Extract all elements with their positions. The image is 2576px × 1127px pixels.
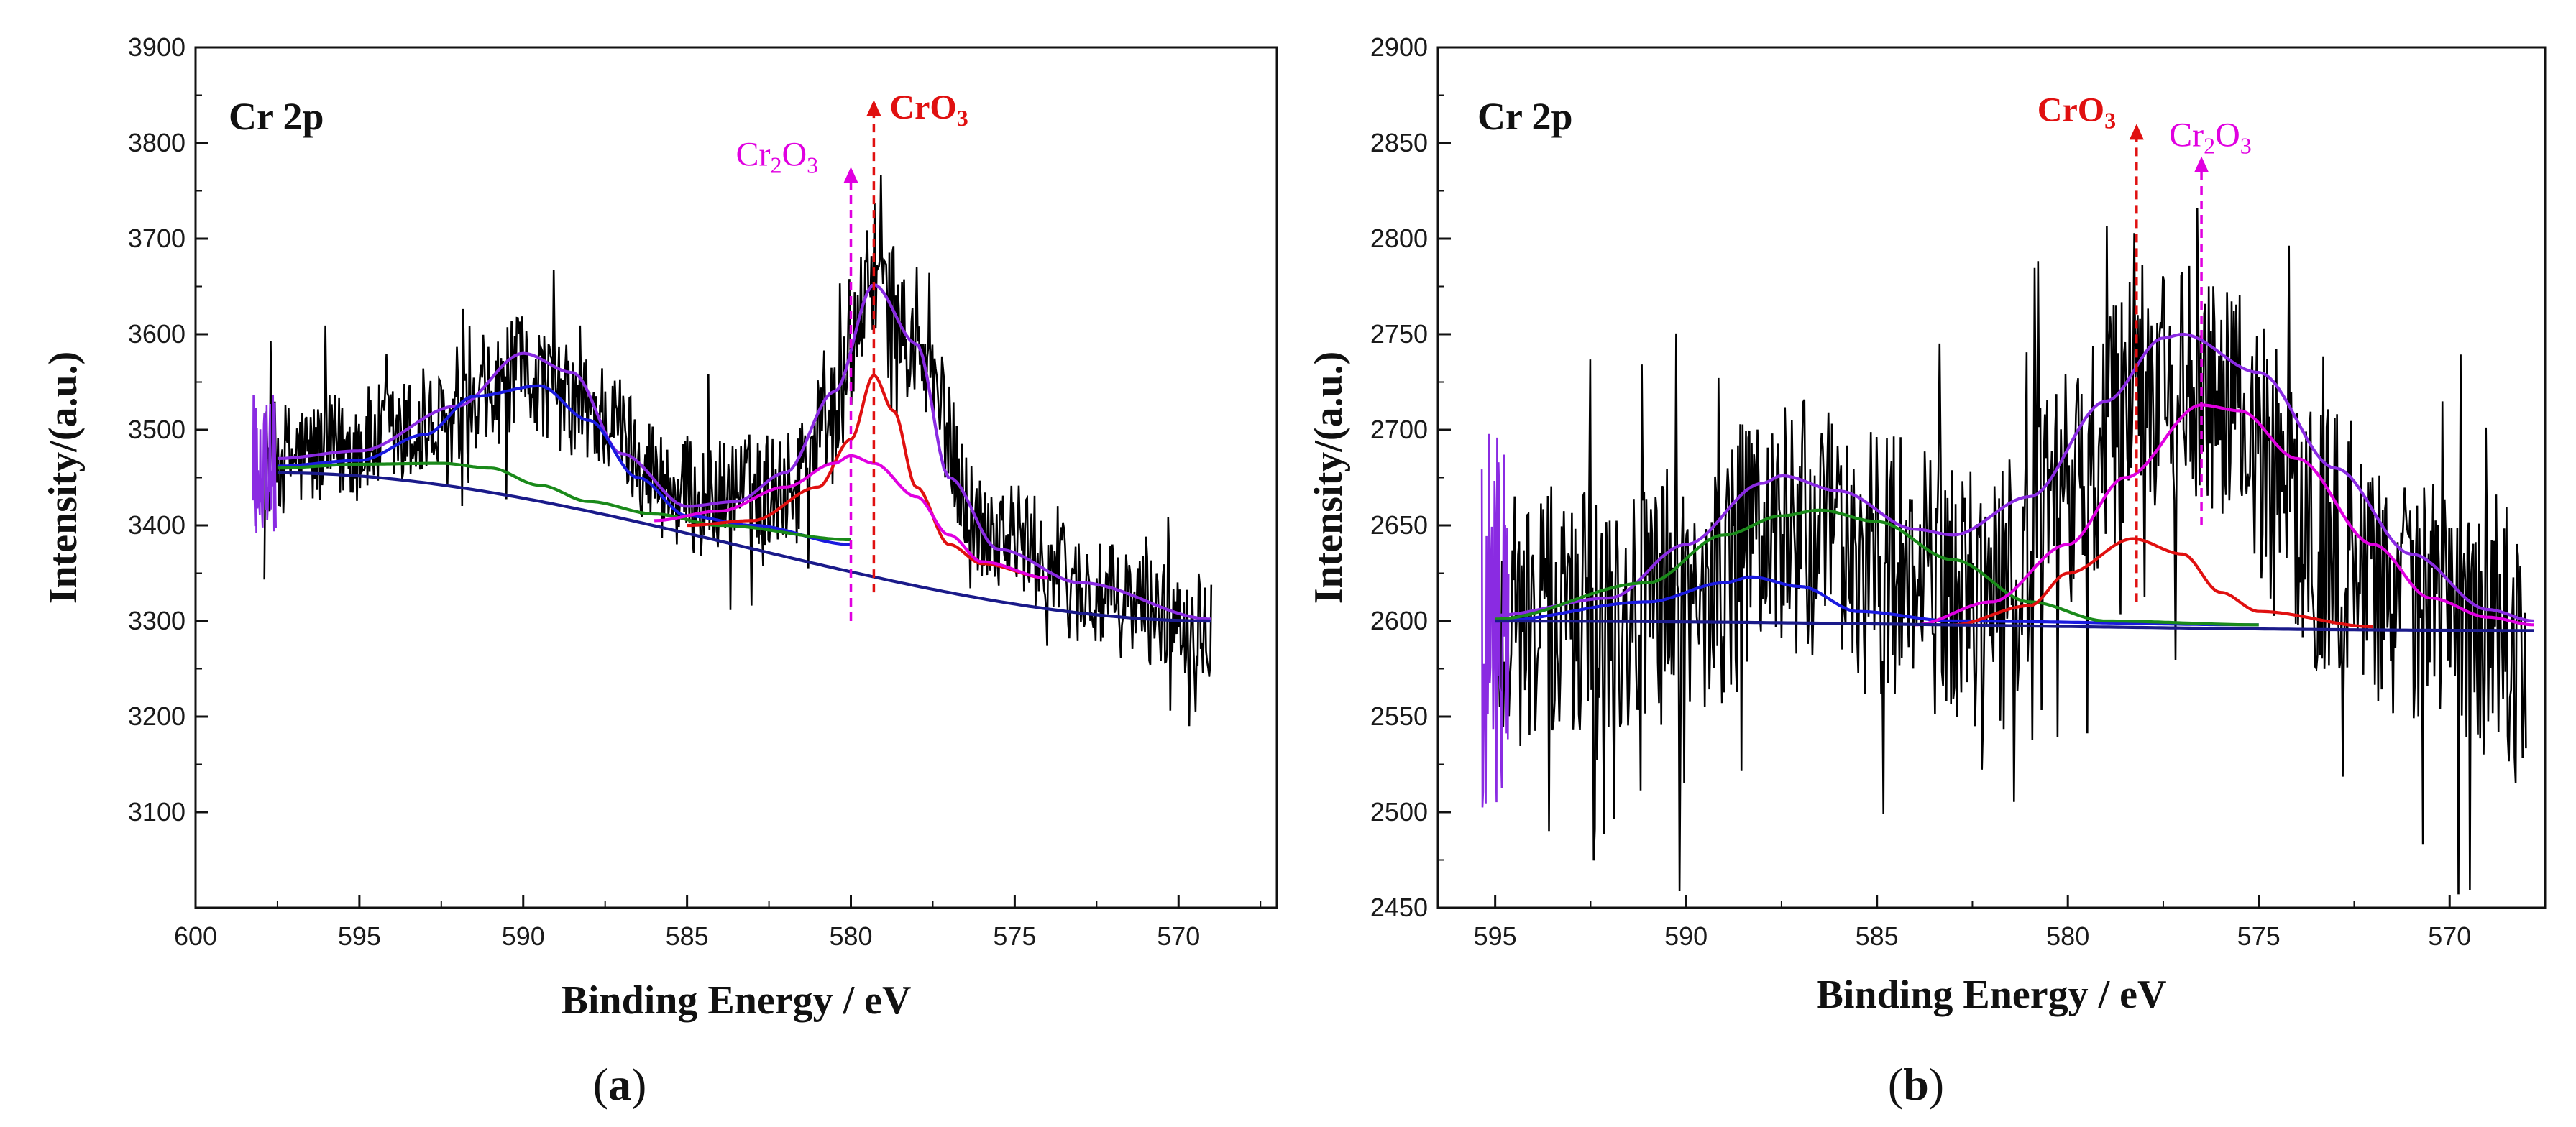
annotation-label: CrO3 [2038, 91, 2116, 133]
plot-title-a: Cr 2p [229, 95, 324, 138]
raw-spectrum-line [1494, 208, 2527, 895]
fit-line-envelope [1495, 332, 2534, 623]
x-axis-b: 595 590 585 580 575 570 [1474, 895, 2471, 951]
x-tick-label: 595 [338, 921, 381, 951]
y-tick-label: 3700 [128, 224, 185, 253]
y-tick-label: 3600 [128, 319, 185, 349]
y-axis-label-a: Intensity/(a.u.) [41, 351, 86, 604]
x-tick-label: 575 [993, 921, 1036, 951]
panel-caption-b: (b) [1888, 1059, 1944, 1110]
annotations-a: CrO3 Cr2O3 [736, 88, 968, 621]
annotation-label: Cr2O3 [736, 135, 819, 178]
y-tick-label: 2450 [1370, 893, 1428, 922]
x-tick-label: 590 [502, 921, 545, 951]
x-tick-label: 570 [2428, 921, 2471, 951]
series-group-a [252, 175, 1213, 727]
panel-letter-b: b [1903, 1059, 1929, 1110]
x-tick-label: 580 [2046, 921, 2089, 951]
y-tick-label: 2800 [1370, 224, 1428, 253]
fit-line-cr2p1-2-component [277, 384, 851, 546]
x-tick-label: 575 [2237, 921, 2281, 951]
fit-line-cro3-component [1953, 537, 2373, 629]
series-group-b [1480, 208, 2534, 895]
annotation-arrow-head [2129, 124, 2144, 140]
y-tick-label: 2850 [1370, 128, 1428, 157]
y-tick-label: 2500 [1370, 797, 1428, 827]
y-tick-label: 3500 [128, 415, 185, 444]
panel-caption-a: (a) [593, 1059, 647, 1110]
x-tick-label: 585 [1856, 921, 1899, 951]
annotation-label: CrO3 [889, 88, 968, 131]
x-tick-label: 595 [1474, 921, 1517, 951]
annotation-label: Cr2O3 [2169, 116, 2252, 159]
x-tick-label: 585 [666, 921, 709, 951]
spectrum-edge-line [1480, 433, 1510, 808]
y-axis-a: 3100 3200 3300 3400 3500 3600 3700 3800 3900 [128, 32, 208, 827]
y-tick-label: 3900 [128, 32, 185, 62]
y-tick-label: 3400 [128, 510, 185, 540]
fit-line-cr2p1-2-component [1495, 575, 2259, 627]
annotation-arrow-head [843, 167, 858, 183]
y-tick-label: 2550 [1370, 702, 1428, 731]
fit-line-background [277, 471, 1211, 623]
y-tick-label: 3200 [128, 702, 185, 731]
y-tick-label: 2750 [1370, 319, 1428, 349]
x-tick-label: 590 [1664, 921, 1708, 951]
annotation-arrow-head [866, 100, 881, 116]
annotations-b: CrO3 Cr2O3 [2038, 91, 2252, 602]
x-axis-label-b: Binding Energy / eV [1817, 972, 2167, 1017]
y-tick-label: 2600 [1370, 606, 1428, 635]
y-axis-label-b: Intensity/(a.u.) [1306, 351, 1351, 604]
fit-line-envelope [277, 283, 1211, 621]
panel-letter-a: a [608, 1059, 631, 1110]
y-tick-label: 2650 [1370, 510, 1428, 540]
x-tick-label: 570 [1157, 921, 1200, 951]
x-tick-label: 600 [174, 921, 217, 951]
y-tick-label: 3100 [128, 797, 185, 827]
plot-title-b: Cr 2p [1477, 95, 1573, 138]
fit-line-cro3-component [687, 373, 1048, 580]
y-tick-label: 3300 [128, 606, 185, 635]
x-axis-label-a: Binding Energy / eV [562, 978, 912, 1023]
y-tick-label: 2900 [1370, 32, 1428, 62]
y-tick-label: 3800 [128, 128, 185, 157]
x-axis-a: 600 595 590 585 580 575 570 [174, 895, 1262, 951]
fit-line-satellite [1495, 508, 2259, 627]
y-axis-b: 2450 2500 2550 2600 2650 2700 2750 2800 2850 2900 [1370, 32, 1451, 922]
x-tick-label: 580 [829, 921, 872, 951]
annotation-arrow-head [2194, 156, 2209, 172]
fit-line-satellite [277, 461, 851, 542]
panel-b: 2450 2500 2550 2600 2650 2700 2750 2800 2850 2900… [1306, 32, 2547, 1110]
spectrum-edge-line [252, 395, 277, 533]
y-tick-label: 2700 [1370, 415, 1428, 444]
raw-spectrum-line [263, 175, 1213, 727]
panel-a: 3100 3200 3300 3400 3500 3600 3700 3800 3900 600… [41, 32, 1278, 1110]
fit-line-background [1495, 619, 2534, 632]
fit-line-cr2o3-component [1915, 403, 2534, 627]
